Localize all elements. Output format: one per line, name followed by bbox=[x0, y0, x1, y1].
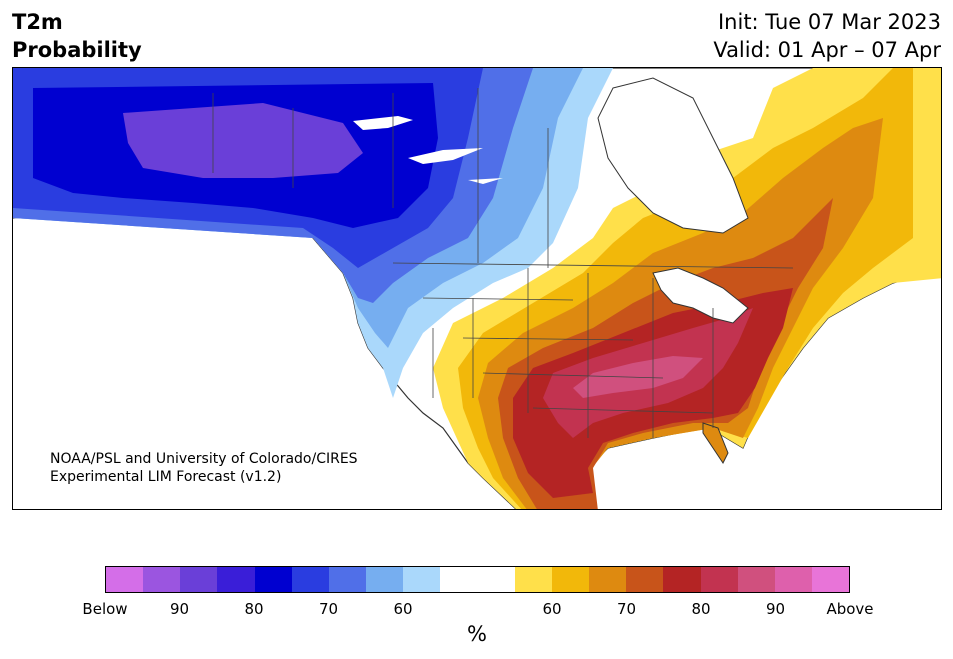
colorbar-swatch bbox=[366, 567, 404, 592]
florida bbox=[702, 422, 729, 464]
colorbar-tick-label: 90 bbox=[765, 600, 786, 618]
colorbar-swatch bbox=[217, 567, 255, 592]
colorbar-tick-label: 90 bbox=[169, 600, 190, 618]
arctic-lake bbox=[408, 148, 483, 164]
arctic-lake bbox=[468, 178, 503, 184]
colorbar-swatch bbox=[143, 567, 181, 592]
colorbar-swatch bbox=[811, 567, 850, 592]
colorbar-tick-label: 70 bbox=[318, 600, 339, 618]
arctic-lake bbox=[353, 116, 413, 130]
hudson-bay bbox=[597, 77, 749, 234]
colorbar-swatch bbox=[291, 567, 329, 592]
colorbar-tick-label: 70 bbox=[616, 600, 637, 618]
colorbar-swatch bbox=[403, 567, 441, 592]
product-label: Probability bbox=[12, 38, 142, 62]
colorbar-swatch bbox=[254, 567, 292, 592]
colorbar-tick-label: 60 bbox=[542, 600, 562, 618]
colorbar-swatch bbox=[551, 567, 590, 592]
variable-label: T2m bbox=[12, 10, 63, 34]
map-title: T2m Probability bbox=[12, 8, 142, 64]
credit-line-1: NOAA/PSL and University of Colorado/CIRE… bbox=[50, 451, 358, 467]
colorbar-tick-label: 80 bbox=[691, 600, 711, 618]
gulf-of-mexico bbox=[603, 443, 733, 509]
colorbar-swatch bbox=[774, 567, 812, 592]
colorbar-swatch bbox=[626, 567, 664, 592]
init-date: Init: Tue 07 Mar 2023 bbox=[717, 10, 941, 34]
colorbar-tick-label: Above bbox=[826, 600, 874, 618]
credit-line-2: Experimental LIM Forecast (v1.2) bbox=[50, 469, 282, 485]
colorbar-swatch bbox=[700, 567, 738, 592]
colorbar-tick-label: 80 bbox=[244, 600, 264, 618]
colorbar-swatch bbox=[737, 567, 775, 592]
colorbar bbox=[105, 566, 850, 593]
colorbar-swatch bbox=[589, 567, 627, 592]
colorbar-swatch bbox=[477, 567, 515, 592]
valid-period: Valid: 01 Apr – 07 Apr bbox=[713, 38, 941, 62]
colorbar-tick-label: Below bbox=[82, 600, 128, 618]
forecast-dates: Init: Tue 07 Mar 2023 Valid: 01 Apr – 07… bbox=[713, 8, 941, 64]
great-lakes bbox=[652, 267, 749, 324]
below-90-region bbox=[123, 103, 363, 178]
colorbar-swatch bbox=[328, 567, 367, 592]
colorbar-swatch bbox=[663, 567, 701, 592]
colorbar-tick-label: 60 bbox=[393, 600, 413, 618]
colorbar-unit-label: % bbox=[467, 622, 487, 646]
probability-map: NOAA/PSL and University of Colorado/CIRE… bbox=[12, 67, 942, 510]
credit-text: NOAA/PSL and University of Colorado/CIRE… bbox=[50, 450, 358, 486]
colorbar-swatch bbox=[514, 567, 552, 592]
map-canvas bbox=[13, 68, 941, 509]
colorbar-swatch bbox=[106, 567, 144, 592]
colorbar-swatch bbox=[180, 567, 218, 592]
colorbar-swatch bbox=[440, 567, 478, 592]
political-borders bbox=[212, 88, 794, 438]
